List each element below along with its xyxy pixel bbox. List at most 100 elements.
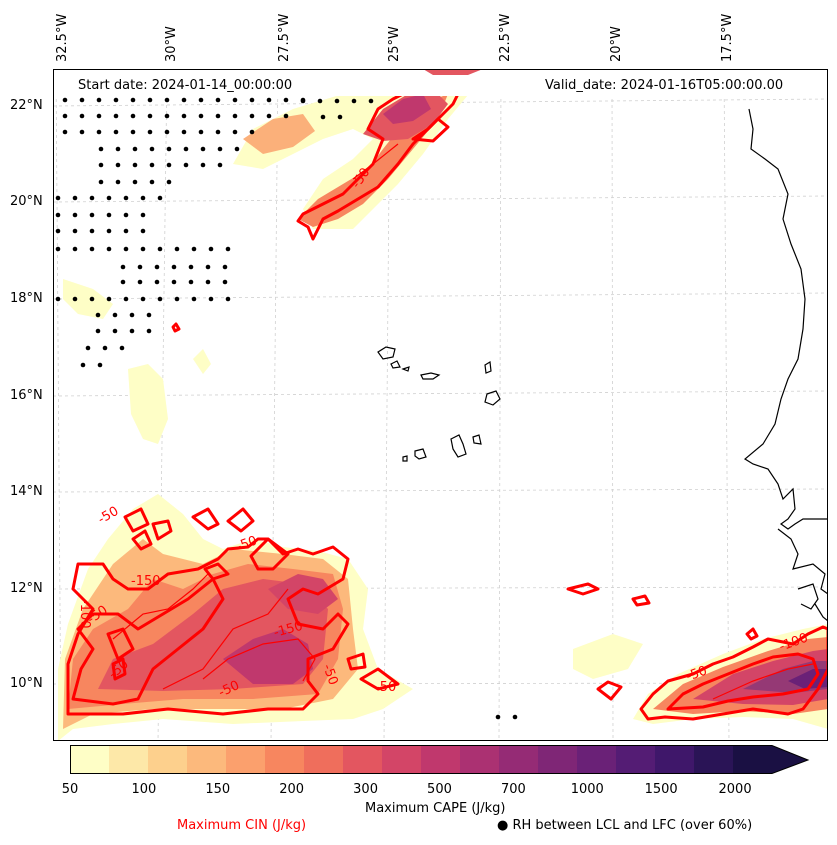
colorbar-segment <box>265 745 305 774</box>
colorbar-segment <box>304 745 344 774</box>
rh-dot <box>89 296 95 302</box>
colorbar-segment <box>694 745 734 774</box>
colorbar-segment <box>655 745 695 774</box>
rh-dot <box>249 113 255 119</box>
rh-stipple-dots <box>55 81 518 720</box>
rh-dot <box>123 212 129 218</box>
rh-dot <box>181 97 187 103</box>
rh-dot <box>171 279 177 285</box>
cape-verde-santa-luzia <box>401 366 410 372</box>
colorbar-segment <box>538 745 578 774</box>
rh-dot <box>234 146 240 152</box>
rh-dot <box>283 113 289 119</box>
rh-dot <box>232 97 238 103</box>
rh-dot <box>198 129 204 135</box>
rh-dot <box>140 195 146 201</box>
lon-label-22-5w: 22.5°W <box>498 13 513 62</box>
cape-verde-fogo <box>414 448 427 460</box>
rh-dot <box>146 328 152 334</box>
rh-dot <box>130 97 136 103</box>
rh-dot <box>132 146 138 152</box>
colorbar-tick-label: 500 <box>427 782 452 797</box>
rh-legend-label: RH between LCL and LFC (over 60%) <box>512 818 753 833</box>
rh-dot <box>102 345 108 351</box>
rh-dot <box>79 113 85 119</box>
rh-dot <box>351 98 357 104</box>
lat-label-10n: 10°N <box>10 676 43 691</box>
cin-label: -150 <box>131 574 161 589</box>
rh-dot <box>183 146 189 152</box>
coastlines <box>377 108 828 622</box>
rh-dot <box>198 97 204 103</box>
rh-dot <box>140 246 146 252</box>
rh-dot <box>164 113 170 119</box>
rh-dot <box>154 279 160 285</box>
rh-dot <box>55 246 61 252</box>
rh-dot <box>96 129 102 135</box>
rh-dot <box>266 97 272 103</box>
rh-dot <box>85 345 91 351</box>
rh-dot <box>149 179 155 185</box>
rh-dot <box>106 228 112 234</box>
rh-dot <box>55 296 61 302</box>
cape-map: -50 -50 -50 -100 -150 -150 -50 -50 -50 -… <box>53 69 828 741</box>
rh-dot <box>97 362 103 368</box>
rh-dot <box>80 362 86 368</box>
rh-dot <box>89 228 95 234</box>
rh-dot <box>215 97 221 103</box>
rh-dot <box>171 264 177 270</box>
cape-verde-sal <box>484 361 492 374</box>
colorbar-segment <box>70 745 110 774</box>
rh-dot <box>157 195 163 201</box>
lat-label-18n: 18°N <box>10 291 43 306</box>
colorbar-segment <box>733 745 773 774</box>
cape-verde-boa-vista <box>484 390 501 406</box>
rh-dot <box>137 264 143 270</box>
rh-dot <box>157 296 163 302</box>
rh-dot <box>132 162 138 168</box>
cape-colorbar <box>70 745 810 774</box>
colorbar-tick-label: 300 <box>353 782 378 797</box>
colorbar-tick-label: 150 <box>205 782 231 797</box>
colorbar-tick-label: 2000 <box>718 782 752 797</box>
rh-dot <box>112 328 118 334</box>
rh-dot <box>215 113 221 119</box>
rh-dot <box>98 179 104 185</box>
rh-dot <box>113 97 119 103</box>
rh-dot <box>149 162 155 168</box>
cin-legend-label: Maximum CIN (J/kg) <box>177 818 307 833</box>
rh-dot <box>130 113 136 119</box>
rh-dot <box>98 162 104 168</box>
colorbar-tick-label: 200 <box>279 782 305 797</box>
rh-dot <box>166 162 172 168</box>
lat-label-16n: 16°N <box>10 388 43 403</box>
colorbar-segment <box>421 745 461 774</box>
rh-dot <box>55 228 61 234</box>
rh-dot <box>215 129 221 135</box>
rh-dot <box>154 264 160 270</box>
colorbar-tick-label: 1000 <box>570 782 604 797</box>
rh-dot <box>283 97 289 103</box>
rh-dot <box>106 246 112 252</box>
rh-dot <box>317 98 323 104</box>
cin-label: -50 <box>234 533 259 554</box>
lat-label-20n: 20°N <box>10 194 43 209</box>
cape-verde-santiago <box>450 434 467 458</box>
cape-verde-brava <box>402 455 408 462</box>
rh-dot <box>115 179 121 185</box>
colorbar-extend-triangle <box>772 745 808 774</box>
rh-dot <box>72 228 78 234</box>
rh-dot <box>62 113 68 119</box>
lat-label-22n: 22°N <box>10 98 43 113</box>
rh-dot <box>72 296 78 302</box>
lat-label-12n: 12°N <box>10 581 43 596</box>
lon-label-30w: 30°W <box>164 26 179 62</box>
rh-dot <box>232 113 238 119</box>
rh-dot <box>89 195 95 201</box>
rh-dot-icon: ● <box>497 818 509 833</box>
rh-dot <box>266 113 272 119</box>
africa-coastline <box>743 108 828 622</box>
rh-dot <box>95 328 101 334</box>
rh-dot <box>200 162 206 168</box>
rh-dot <box>115 162 121 168</box>
